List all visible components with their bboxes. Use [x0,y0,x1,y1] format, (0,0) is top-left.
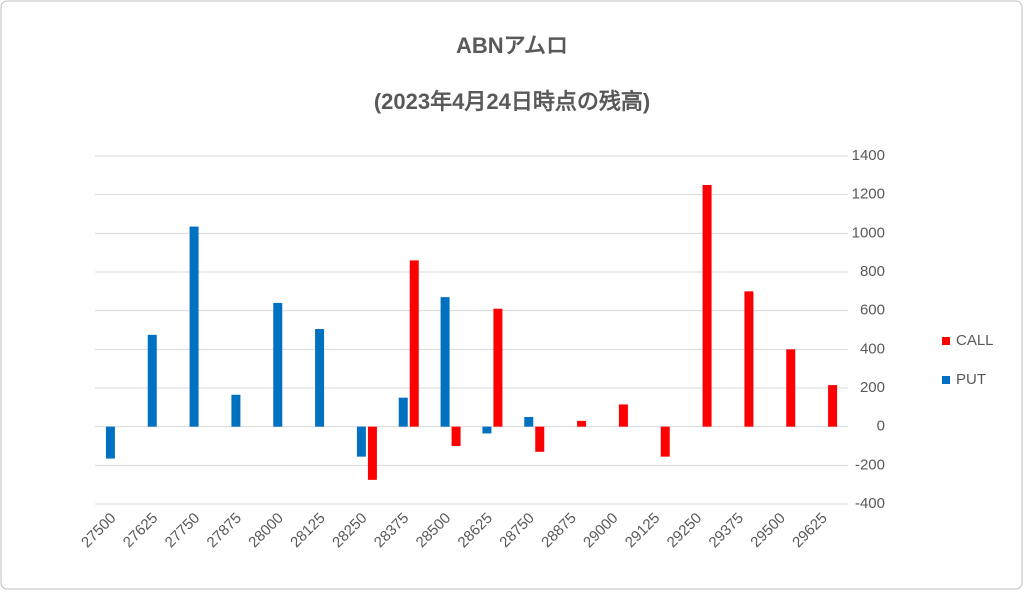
bar [482,426,492,434]
bar [577,420,587,427]
bar [315,329,325,427]
bar [828,385,838,427]
bar [618,404,628,427]
bar [702,185,712,427]
bar [147,334,157,427]
bar [493,308,503,427]
y-tick-label: -400 [855,495,885,512]
bar [660,426,670,457]
bar [367,426,377,480]
chart-title: ABNアムロ [456,33,568,58]
y-tick-label: 1000 [852,224,885,241]
bar [744,291,754,427]
bar [440,297,450,427]
legend-swatch [942,337,950,345]
chart-subtitle: (2023年4月24日時点の残高) [374,89,650,114]
bar [231,394,241,427]
legend-swatch [942,376,950,384]
legend-label: CALL [956,332,994,349]
bar [786,349,796,427]
bar [189,226,199,427]
y-tick-label: 1200 [852,186,885,203]
y-tick-label: -200 [855,456,885,473]
bar [398,397,408,427]
bar [105,426,115,459]
bar [451,426,461,446]
bar [524,417,534,427]
bar [535,426,545,452]
y-tick-label: 800 [860,263,885,280]
y-tick-label: 600 [860,302,885,319]
y-tick-label: 400 [860,340,885,357]
legend-label: PUT [956,371,986,388]
bar [273,302,283,427]
bar [356,426,366,457]
bar [409,260,419,427]
y-tick-label: 0 [877,418,885,435]
y-tick-label: 200 [860,379,885,396]
y-tick-label: 1400 [852,147,885,164]
